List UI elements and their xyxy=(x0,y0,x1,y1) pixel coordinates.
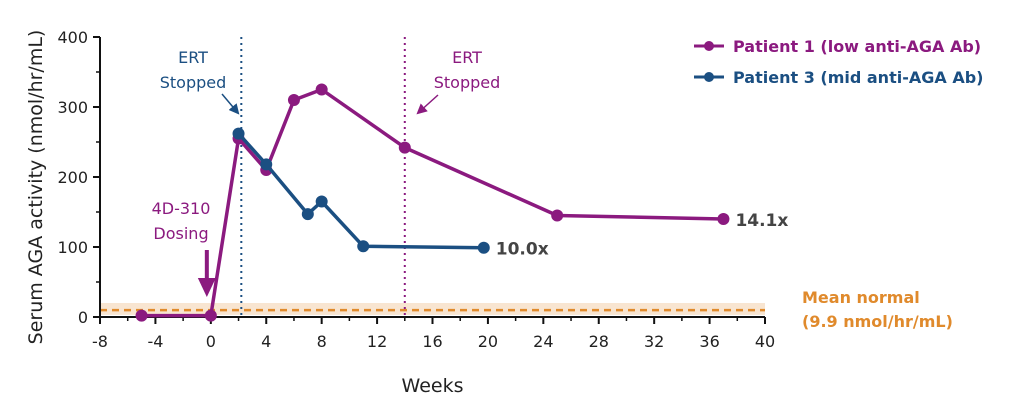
dosing-arrow-head xyxy=(197,278,216,297)
x-tick-label: 8 xyxy=(317,332,327,351)
x-tick-label: 36 xyxy=(699,332,719,351)
data-point-series-2 xyxy=(357,240,370,253)
ert-annotation-line1: ERT xyxy=(452,48,482,67)
data-point-series-1 xyxy=(551,209,564,222)
legend-swatch-marker xyxy=(704,72,714,82)
x-tick-label: 20 xyxy=(478,332,498,351)
legend-swatch-marker xyxy=(704,41,714,51)
x-tick-label: 24 xyxy=(533,332,553,351)
data-point-series-2 xyxy=(301,208,314,221)
fold-change-label: 10.0x xyxy=(496,240,549,260)
plot-area: Mean normal (9.9 nmol/hr/mL) -8 -4 0 4 8 12 16 20… xyxy=(25,28,983,397)
normal-range-band xyxy=(100,303,765,315)
y-tick-label: 100 xyxy=(57,238,88,257)
ert-annotation-line2: Stopped xyxy=(434,73,501,92)
data-point-series-1 xyxy=(717,213,730,225)
data-point-series-2 xyxy=(232,127,245,140)
data-point-series-2 xyxy=(260,158,273,171)
x-tick-label: -4 xyxy=(147,332,163,351)
x-tick-label: 4 xyxy=(261,332,271,351)
y-tick-label: 300 xyxy=(57,98,88,117)
data-point-series-1 xyxy=(287,94,300,106)
data-point-series-1 xyxy=(315,83,328,96)
series-line-1 xyxy=(141,87,724,318)
series-line-2 xyxy=(237,132,484,250)
mean-normal-label: Mean normal xyxy=(802,288,920,307)
data-point-series-1 xyxy=(398,141,411,154)
data-point-series-2 xyxy=(315,195,328,208)
y-tick-label: 0 xyxy=(78,308,88,327)
x-tick-label: 12 xyxy=(367,332,387,351)
ert-annotation-arrow xyxy=(416,94,439,115)
data-point-series-1 xyxy=(204,309,217,322)
data-point-series-2 xyxy=(477,241,490,254)
y-tick-label: 200 xyxy=(57,168,88,187)
dosing-annotation-line1: 4D-310 xyxy=(152,199,211,218)
y-tick-label: 400 xyxy=(57,28,88,47)
x-tick-label: -8 xyxy=(92,332,108,351)
x-tick-label: 28 xyxy=(589,332,609,351)
legend-entry-label: Patient 3 (mid anti-AGA Ab) xyxy=(733,68,983,87)
fold-change-label: 14.1x xyxy=(735,211,788,231)
ert-annotation-line1: ERT xyxy=(178,48,208,67)
ert-annotation-line2: Stopped xyxy=(160,73,227,92)
x-tick-label: 40 xyxy=(755,332,775,351)
ert-annotation-arrow xyxy=(221,93,240,115)
x-tick-label: 32 xyxy=(644,332,664,351)
x-axis-title: Weeks xyxy=(402,375,464,397)
y-axis-title: Serum AGA activity (nmol/hr/mL) xyxy=(25,30,47,345)
data-point-series-1 xyxy=(135,309,148,322)
x-tick-label: 0 xyxy=(206,332,216,351)
dosing-annotation-line2: Dosing xyxy=(153,224,208,243)
mean-normal-value-label: (9.9 nmol/hr/mL) xyxy=(802,312,953,331)
x-tick-label: 16 xyxy=(422,332,442,351)
legend-entry-label: Patient 1 (low anti-AGA Ab) xyxy=(733,37,981,56)
